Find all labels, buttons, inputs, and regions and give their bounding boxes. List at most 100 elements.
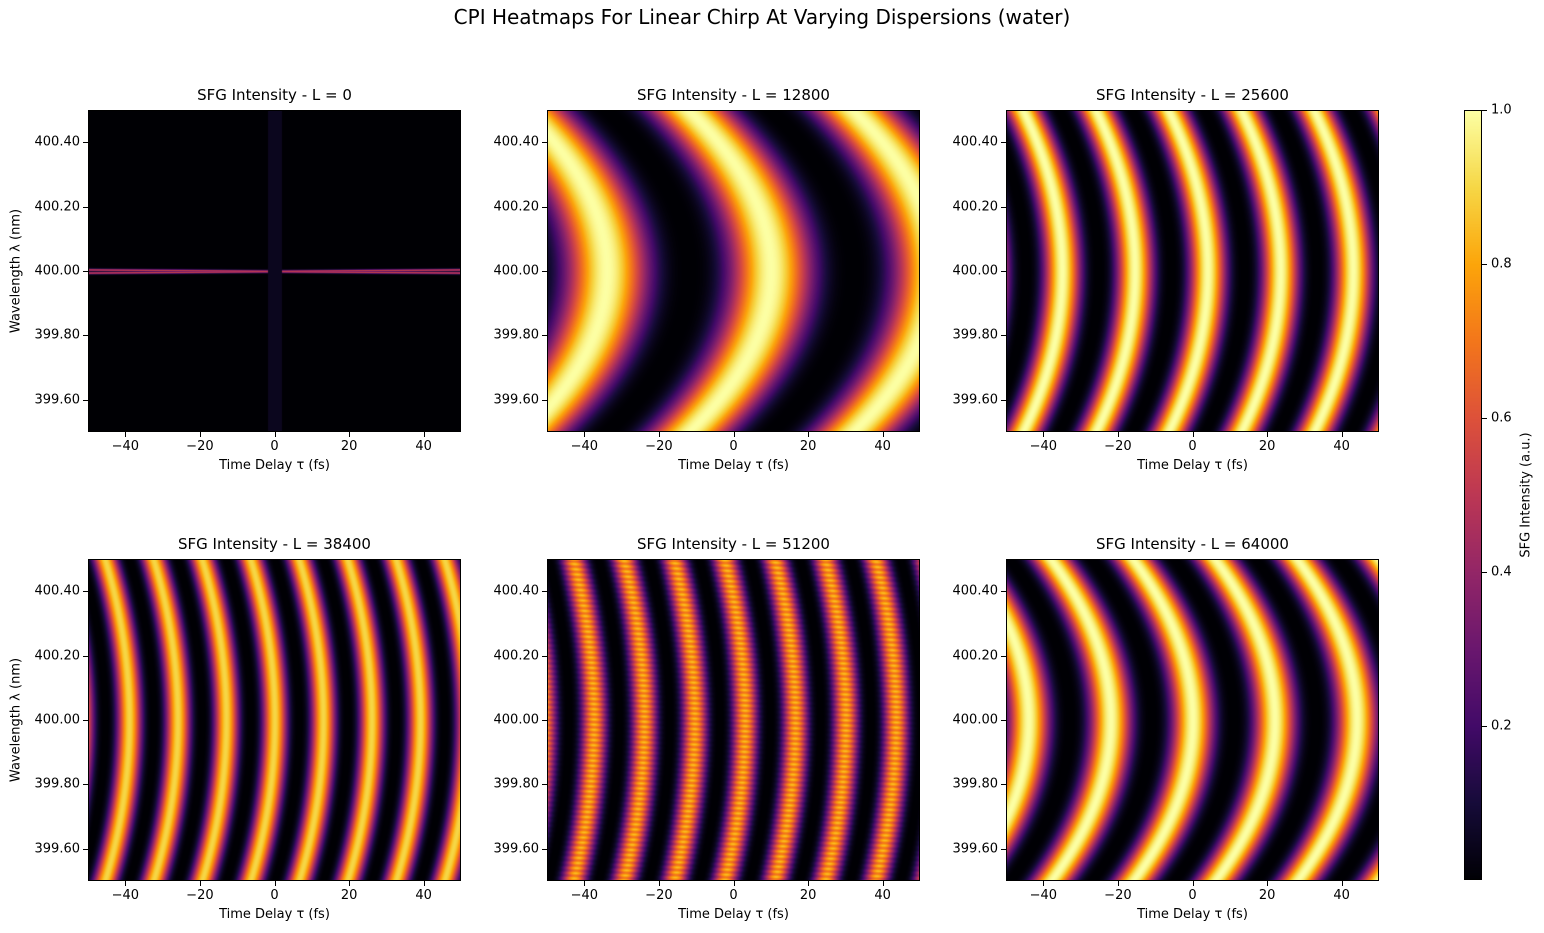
- heatmap-panel: SFG Intensity - L = 38400 −40 −20 0 20 40 399.…: [9, 535, 461, 922]
- y-tick-label: 400.40: [34, 583, 81, 599]
- y-tick-label: 400.20: [34, 199, 81, 215]
- figure-title: CPI Heatmaps For Linear Chirp At Varying…: [453, 5, 1071, 29]
- x-tick: [1117, 432, 1119, 437]
- panel-title: SFG Intensity - L = 38400: [178, 535, 371, 553]
- y-tick: [83, 784, 88, 786]
- heatmap-panel: SFG Intensity - L = 12800 −40 −20 0 20 40 399.…: [494, 86, 920, 473]
- colorbar-tick-label: 1.0: [1491, 102, 1512, 118]
- y-tick-label: 400.40: [34, 134, 81, 150]
- x-tick-label: 40: [1333, 439, 1350, 454]
- colorbar-gradient: [1464, 110, 1482, 880]
- x-tick: [349, 881, 351, 886]
- y-axis-label: Wavelength λ (nm): [8, 657, 24, 783]
- y-tick-label: 399.60: [952, 841, 999, 857]
- x-axis-label: Time Delay τ (fs): [219, 458, 330, 473]
- x-tick: [733, 432, 735, 437]
- x-tick: [274, 432, 276, 437]
- x-tick-label: −40: [570, 439, 599, 454]
- y-tick-label: 399.60: [493, 841, 540, 857]
- x-tick-label: 40: [874, 888, 891, 903]
- x-tick-label: 40: [415, 439, 432, 454]
- x-tick-label: −20: [1104, 888, 1132, 903]
- x-tick: [1341, 432, 1343, 437]
- x-tick-label: 20: [1258, 888, 1276, 903]
- x-tick: [584, 432, 586, 437]
- colorbar: 0.2 0.4 0.6 0.8 1.0: [1464, 103, 1512, 880]
- y-tick: [83, 206, 88, 208]
- y-tick-label: 400.20: [952, 199, 999, 215]
- x-tick: [1341, 881, 1343, 886]
- y-tick: [542, 848, 547, 850]
- y-tick: [1001, 784, 1006, 786]
- y-tick-label: 400.00: [493, 712, 540, 728]
- colorbar-tick: [1482, 418, 1487, 419]
- heatmap-panel: SFG Intensity - L = 25600 −40 −20 0 20 40 399.…: [953, 86, 1379, 473]
- x-tick: [584, 881, 586, 886]
- x-tick-label: 40: [874, 439, 891, 454]
- y-tick: [1001, 335, 1006, 337]
- x-tick-label: 20: [1258, 439, 1276, 454]
- panel-title: SFG Intensity - L = 51200: [637, 535, 830, 553]
- x-tick: [125, 881, 127, 886]
- colorbar-tick: [1482, 726, 1487, 727]
- x-axis-label: Time Delay τ (fs): [1137, 458, 1248, 473]
- x-tick: [423, 432, 425, 437]
- y-tick-label: 399.80: [493, 776, 540, 792]
- x-tick-label: 0: [270, 888, 279, 903]
- x-axis-label: Time Delay τ (fs): [1137, 907, 1248, 922]
- y-tick-label: 400.00: [952, 712, 999, 728]
- colorbar-label: SFG Intensity (a.u.): [1518, 432, 1534, 558]
- x-tick-label: 0: [1188, 888, 1197, 903]
- y-tick: [542, 335, 547, 337]
- colorbar-tick-label: 0.6: [1491, 410, 1512, 426]
- x-tick: [658, 881, 660, 886]
- x-tick-label: 40: [1333, 888, 1350, 903]
- colorbar-tick-label: 0.2: [1491, 718, 1512, 734]
- y-axis-label: Wavelength λ (nm): [8, 208, 24, 334]
- x-tick: [349, 432, 351, 437]
- y-tick: [1001, 206, 1006, 208]
- x-tick: [658, 432, 660, 437]
- heatmap-panel: SFG Intensity - L = 51200 −40 −20 0 20 40 399.…: [494, 535, 920, 922]
- y-tick: [542, 142, 547, 144]
- x-tick-label: 20: [799, 888, 817, 903]
- x-tick: [1267, 881, 1269, 886]
- x-tick-label: −40: [111, 888, 140, 903]
- y-tick: [83, 142, 88, 144]
- x-tick-label: −20: [645, 439, 673, 454]
- y-tick: [83, 335, 88, 337]
- y-tick: [542, 399, 547, 401]
- y-tick: [542, 591, 547, 593]
- y-tick: [83, 720, 88, 721]
- y-tick-label: 400.40: [952, 134, 999, 150]
- y-tick: [1001, 591, 1006, 593]
- x-tick-label: −40: [570, 888, 599, 903]
- x-tick-label: 40: [415, 888, 432, 903]
- x-axis-label: Time Delay τ (fs): [219, 907, 330, 922]
- y-tick-label: 399.80: [34, 327, 81, 343]
- x-tick: [1192, 881, 1194, 886]
- y-tick-label: 399.80: [952, 327, 999, 343]
- y-tick-label: 400.40: [493, 583, 540, 599]
- y-tick: [542, 271, 547, 272]
- colorbar-tick: [1482, 264, 1487, 265]
- heatmap-image: [1006, 559, 1379, 881]
- x-tick-label: 0: [729, 888, 738, 903]
- y-tick-label: 400.00: [493, 263, 540, 279]
- heatmap-image: [547, 110, 920, 432]
- y-tick-label: 400.00: [34, 263, 81, 279]
- x-tick-label: −20: [645, 888, 673, 903]
- y-tick: [83, 655, 88, 657]
- y-tick-label: 399.60: [34, 841, 81, 857]
- heatmap-image: [88, 110, 461, 432]
- colorbar-tick-label: 0.4: [1491, 564, 1512, 580]
- y-tick: [83, 271, 88, 272]
- y-tick-label: 399.80: [493, 327, 540, 343]
- y-tick: [83, 591, 88, 593]
- y-tick-label: 400.40: [952, 583, 999, 599]
- x-tick-label: 0: [1188, 439, 1197, 454]
- y-tick: [542, 720, 547, 721]
- y-tick: [1001, 655, 1006, 657]
- x-tick: [733, 881, 735, 886]
- y-tick: [83, 848, 88, 850]
